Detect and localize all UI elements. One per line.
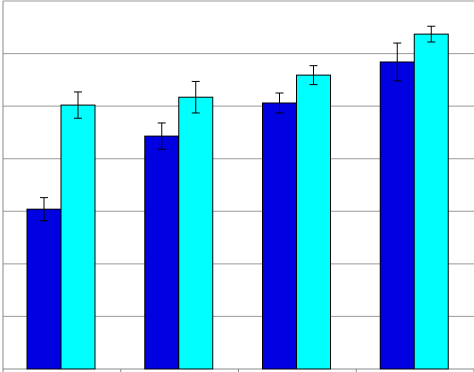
error-bar (74, 91, 82, 119)
error-bar (393, 42, 402, 82)
bar (379, 61, 415, 370)
error-bar (309, 65, 318, 86)
bar (144, 135, 180, 370)
error-bar (157, 122, 166, 150)
error-bar (427, 25, 436, 43)
error-bar (40, 197, 48, 222)
bar (26, 208, 62, 370)
bar (178, 96, 214, 370)
bar (413, 33, 449, 370)
error-bar (191, 80, 200, 114)
bar (262, 102, 297, 370)
bar (296, 74, 331, 370)
error-bar (275, 92, 284, 114)
bar (60, 104, 96, 370)
